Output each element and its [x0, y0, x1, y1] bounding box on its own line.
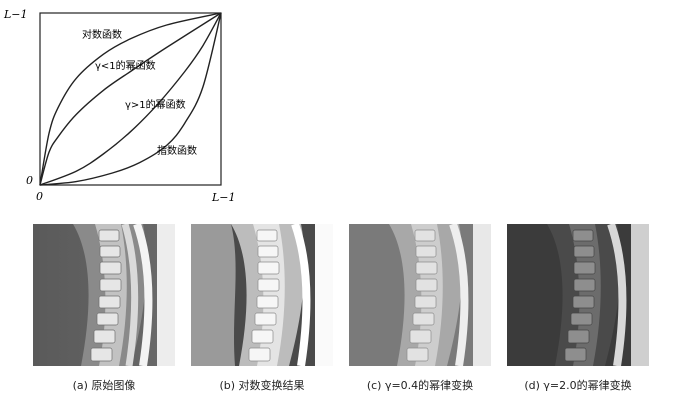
- series-label-gamma-lt1: γ<1的幂函数: [95, 59, 156, 72]
- series-label-exp: 指数函数: [157, 144, 197, 157]
- curve-log: [39, 12, 222, 186]
- transfer-function-chart: L−1 0 0 L−1 对数函数 γ<1的幂函数 γ>1的幂函数 指数函数: [3, 8, 236, 204]
- caption-gamma-0-4: (c) γ=0.4的幂律变换: [366, 379, 474, 392]
- curve-group: [39, 12, 222, 186]
- mri-panel-gamma-0-4: [349, 224, 491, 366]
- caption-log: (b) 对数变换结果: [219, 379, 305, 392]
- x-tick-end: L−1: [211, 191, 236, 204]
- mri-panel-log: [191, 224, 333, 366]
- curve-exp: [39, 12, 222, 186]
- plot-frame: [39, 12, 222, 186]
- x-tick-zero: 0: [36, 190, 43, 203]
- series-label-gamma-gt1: γ>1的幂函数: [125, 98, 186, 111]
- y-tick-top: L−1: [3, 8, 28, 21]
- y-tick-zero: 0: [26, 174, 33, 187]
- caption-gamma-2-0: (d) γ=2.0的幂律变换: [524, 379, 632, 392]
- curve-gamma-gt1: [39, 12, 222, 186]
- caption-original: (a) 原始图像: [72, 379, 136, 392]
- curve-gamma-lt1: [39, 12, 222, 186]
- mri-panel-original: [33, 224, 175, 366]
- mri-panel-gamma-2-0: [507, 224, 649, 366]
- series-label-log: 对数函数: [82, 28, 122, 41]
